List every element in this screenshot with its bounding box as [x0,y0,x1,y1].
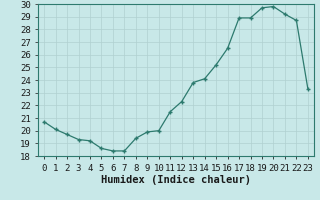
X-axis label: Humidex (Indice chaleur): Humidex (Indice chaleur) [101,175,251,185]
